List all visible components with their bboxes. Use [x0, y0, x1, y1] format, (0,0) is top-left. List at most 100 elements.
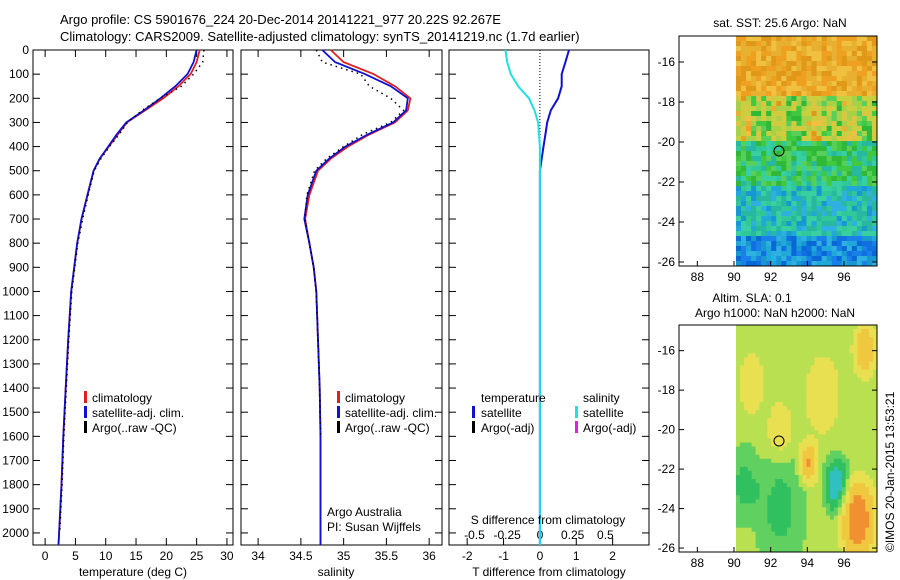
sst-cell: [841, 41, 848, 47]
sla-cell: [841, 369, 847, 375]
sla-cell: [759, 345, 764, 350]
sla-cell: [767, 531, 772, 537]
sla-cell: [755, 325, 760, 330]
sla-cell: [814, 438, 819, 443]
sla-cell: [783, 377, 788, 383]
sla-cell: [833, 430, 839, 435]
sst-cell: [761, 166, 767, 172]
sla-cell: [861, 414, 866, 419]
sla-cell: [743, 345, 749, 350]
sla-cell: [837, 329, 843, 334]
sla-cell: [826, 474, 831, 480]
sla-cell: [755, 466, 760, 472]
sla-cell: [763, 539, 768, 545]
sla-cell: [873, 499, 878, 504]
lat-tick-label: -26: [658, 541, 676, 555]
sst-cell: [771, 196, 777, 202]
sla-cell: [747, 373, 753, 379]
sla-cell: [747, 503, 753, 508]
sla-cell: [818, 535, 823, 541]
sla-cell: [830, 414, 835, 419]
sla-cell: [794, 519, 800, 525]
sla-cell: [775, 507, 780, 512]
sst-cell: [781, 106, 787, 112]
sla-cell: [865, 539, 870, 545]
sst-cell: [751, 141, 757, 147]
sla-cell: [841, 499, 847, 504]
sla-cell: [830, 418, 835, 423]
sla-cell: [755, 434, 760, 439]
sst-cell: [831, 111, 838, 117]
sla-cell: [771, 479, 776, 484]
sst-cell: [746, 146, 752, 152]
sla-cell: [814, 527, 819, 533]
sla-cell: [822, 479, 827, 484]
sla-cell: [798, 410, 803, 415]
sst-cell: [791, 66, 797, 72]
sla-cell: [743, 333, 749, 338]
sla-cell: [755, 543, 760, 549]
sst-cell: [756, 196, 762, 202]
sla-cell: [786, 527, 792, 533]
sst-cell: [871, 236, 878, 242]
sst-cell: [771, 91, 777, 97]
sla-cell: [814, 479, 819, 484]
sst-cell: [841, 46, 848, 52]
sla-cell: [857, 462, 862, 468]
sla-cell: [873, 385, 878, 391]
sla-cell: [822, 373, 827, 379]
sst-cell: [761, 216, 767, 222]
sla-cell: [873, 511, 878, 516]
sla-cell: [798, 361, 803, 366]
sla-cell: [790, 381, 796, 387]
sla-cell: [783, 414, 788, 419]
sla-cell: [763, 418, 768, 423]
sla-cell: [849, 499, 854, 504]
sla-cell: [845, 377, 850, 383]
depth-tick-label: 1300: [2, 357, 29, 371]
sla-cell: [810, 462, 815, 468]
sst-cell: [836, 156, 843, 162]
sla-cell: [837, 430, 843, 435]
sla-cell: [869, 406, 874, 411]
sla-cell: [818, 369, 823, 375]
sst-cell: [871, 41, 878, 47]
sla-cell: [751, 434, 756, 439]
sst-cell: [816, 121, 823, 127]
sst-cell: [851, 86, 858, 92]
sla-cell: [736, 446, 741, 452]
sst-cell: [831, 56, 838, 62]
sla-cell: [873, 414, 878, 419]
sla-cell: [771, 345, 776, 350]
sst-cell: [861, 201, 868, 207]
sst-cell: [861, 156, 868, 162]
sst-cell: [746, 51, 752, 57]
sla-cell: [783, 527, 788, 533]
sst-cell: [841, 141, 848, 147]
depth-tick-label: 1100: [3, 309, 29, 323]
sla-cell: [736, 430, 741, 435]
sst-cell: [856, 81, 863, 87]
sla-cell: [783, 470, 788, 476]
sst-cell: [816, 76, 823, 82]
sla-cell: [786, 438, 792, 443]
sla-cell: [794, 503, 800, 508]
sla-cell: [755, 503, 760, 508]
sst-cell: [771, 181, 777, 187]
sst-cell: [861, 61, 868, 67]
sst-cell: [841, 96, 848, 102]
sla-cell: [739, 418, 745, 423]
sla-cell: [861, 397, 866, 403]
sla-cell: [751, 511, 756, 516]
sst-cell: [766, 46, 772, 52]
sla-cell: [861, 547, 866, 553]
sst-cell: [836, 221, 843, 227]
sla-cell: [771, 434, 776, 439]
sst-cell: [746, 186, 752, 192]
sla-cell: [767, 373, 772, 379]
sst-cell: [756, 111, 762, 117]
sst-cell: [781, 166, 787, 172]
sla-cell: [857, 369, 862, 375]
sst-cell: [851, 146, 858, 152]
sla-cell: [798, 385, 803, 391]
